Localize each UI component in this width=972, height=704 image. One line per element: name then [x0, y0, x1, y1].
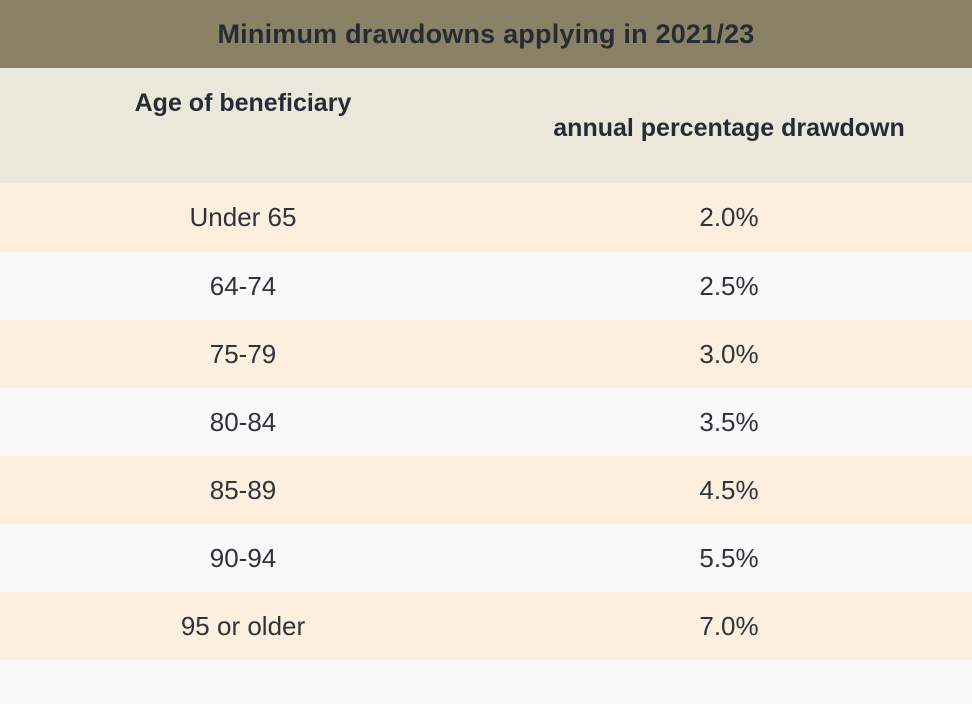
age-cell: 90-94: [209, 542, 277, 573]
table-row: 85-89 4.5%: [0, 456, 972, 524]
age-cell: 85-89: [209, 474, 277, 505]
table-row: 95 or older 7.0%: [0, 592, 972, 660]
column-header-age: Age of beneficiary: [134, 89, 352, 117]
drawdown-cell: 2.0%: [699, 202, 759, 232]
table-footer-strip: [0, 682, 972, 704]
table-row: 80-84 3.5%: [0, 388, 972, 456]
table-title-bar: Minimum drawdowns applying in 2021/23: [0, 0, 972, 68]
age-cell: Under 65: [189, 202, 297, 232]
table-body: Under 65 2.0% 64-74 2.5% 75-79 3.0% 80-84 3.5% 8…: [0, 183, 972, 682]
column-header-drawdown: annual percentage drawdown: [553, 114, 905, 142]
table-title: Minimum drawdowns applying in 2021/23: [217, 18, 755, 49]
table-row: 64-74 2.5%: [0, 252, 972, 320]
table-row: 75-79 3.0%: [0, 320, 972, 388]
age-cell: 64-74: [209, 270, 277, 301]
table-header-row: Age of beneficiary annual percentage dra…: [0, 68, 972, 183]
drawdown-cell: 4.5%: [699, 474, 759, 505]
drawdown-cell: 3.0%: [699, 338, 759, 369]
age-cell: 80-84: [209, 406, 277, 437]
age-cell: 75-79: [209, 338, 277, 369]
drawdown-cell: 2.5%: [699, 270, 759, 301]
age-cell: 95 or older: [180, 610, 306, 641]
table-row: Under 65 2.0%: [0, 183, 972, 252]
drawdown-cell: 3.5%: [699, 406, 759, 437]
drawdown-cell: 5.5%: [699, 542, 759, 573]
table-row: 90-94 5.5%: [0, 524, 972, 592]
drawdown-cell: 7.0%: [699, 610, 759, 641]
